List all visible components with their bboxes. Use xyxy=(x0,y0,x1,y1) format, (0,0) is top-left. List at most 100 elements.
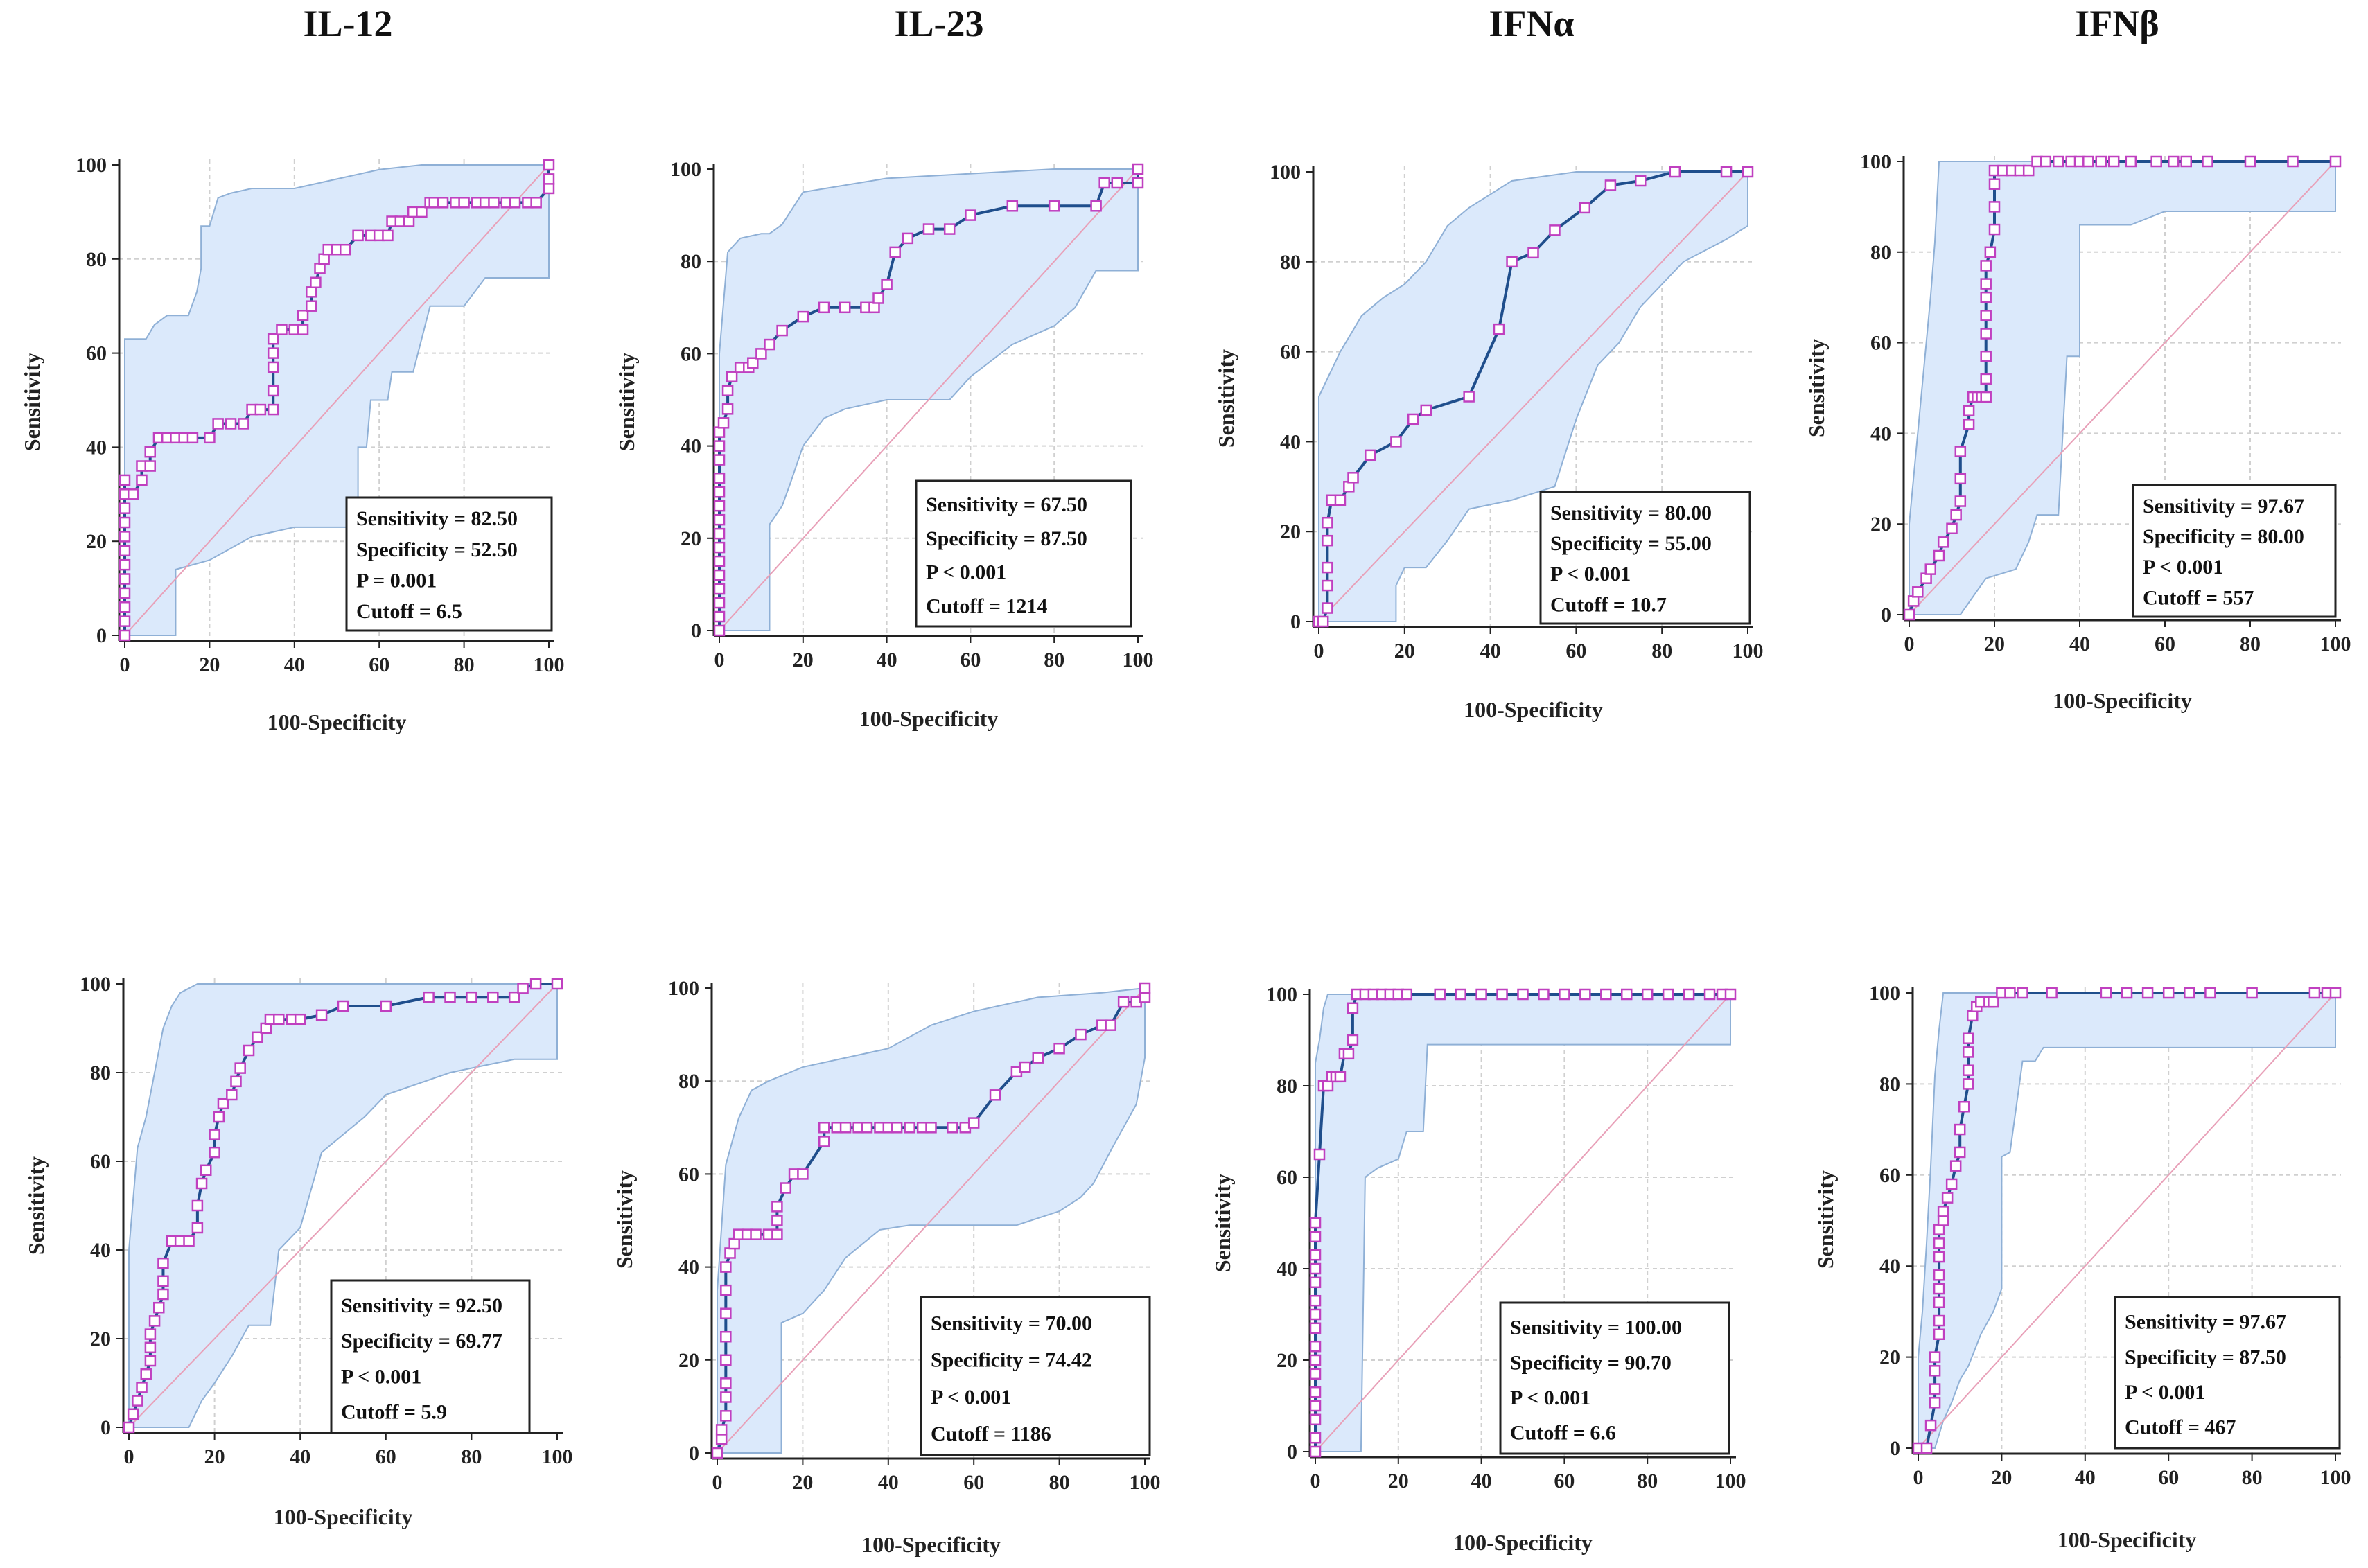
roc-point xyxy=(1309,1231,1322,1243)
roc-point xyxy=(1980,291,1992,303)
x-tick-label: 60 xyxy=(1554,1470,1575,1492)
roc-point xyxy=(1496,988,1508,1001)
reference-diagonal xyxy=(1909,161,2336,615)
stats-line: P < 0.001 xyxy=(1550,563,1631,585)
x-tick-label: 80 xyxy=(2240,633,2261,655)
roc-point xyxy=(1309,1340,1322,1353)
roc-point xyxy=(1132,163,1144,175)
roc-point xyxy=(2046,987,2058,999)
roc-point xyxy=(1019,1061,1031,1073)
roc-point xyxy=(508,991,520,1003)
roc-point xyxy=(889,246,901,258)
x-tick-label: 40 xyxy=(290,1445,310,1468)
x-axis-label: 100-Specificity xyxy=(861,1532,1001,1557)
roc-point xyxy=(1929,1397,1941,1409)
roc-curve xyxy=(1918,992,2335,1450)
y-axis-label: Sensitivity xyxy=(19,353,44,451)
stats-line: Specificity = 55.00 xyxy=(1550,532,1712,555)
reference-diagonal xyxy=(1318,171,1748,622)
roc-point xyxy=(517,983,529,994)
roc-point xyxy=(466,991,477,1003)
stats-line: Specificity = 74.42 xyxy=(931,1349,1092,1372)
roc-point xyxy=(1390,436,1402,448)
x-axis-label: 100-Specificity xyxy=(1464,697,1603,722)
roc-point xyxy=(715,1424,728,1436)
roc-point xyxy=(1662,988,1674,1001)
y-tick-label: 0 xyxy=(1890,1437,1900,1460)
roc-point xyxy=(1949,1160,1962,1172)
roc-point xyxy=(2162,987,2175,999)
roc-point xyxy=(1032,1052,1044,1064)
roc-point xyxy=(306,300,317,312)
roc-point xyxy=(713,486,726,498)
roc-point xyxy=(119,474,131,486)
roc-point xyxy=(127,1408,139,1420)
x-tick-label: 40 xyxy=(2069,633,2090,655)
roc-point xyxy=(1527,247,1539,259)
roc-point xyxy=(922,223,935,235)
roc-point xyxy=(2184,987,2195,999)
y-axis-label: Sensitivity xyxy=(24,1156,49,1255)
roc-point xyxy=(1334,494,1347,506)
roc-point xyxy=(191,1199,204,1212)
y-tick-label: 20 xyxy=(681,527,701,550)
roc-point xyxy=(818,1122,830,1134)
roc-point xyxy=(2150,155,2162,168)
roc-point xyxy=(713,555,726,567)
column-title-ifna: IFNα xyxy=(1489,3,1574,44)
column-title-ifnb: IFNβ xyxy=(2075,3,2159,44)
roc-point xyxy=(2017,987,2028,999)
y-axis-label: Sensitivity xyxy=(1804,339,1829,437)
roc-point xyxy=(728,1237,740,1250)
roc-point xyxy=(213,1111,225,1123)
roc-point xyxy=(1090,200,1102,212)
roc-point xyxy=(1954,495,1967,507)
roc-point xyxy=(416,206,428,218)
roc-point xyxy=(1988,201,2001,213)
y-tick-label: 20 xyxy=(90,1328,111,1350)
roc-point xyxy=(1962,1046,1974,1058)
roc-point xyxy=(1954,446,1967,457)
roc-point xyxy=(273,1013,285,1025)
roc-point xyxy=(551,978,563,990)
roc-point xyxy=(1962,1032,1974,1044)
stats-line: P < 0.001 xyxy=(931,1386,1011,1409)
x-tick-label: 80 xyxy=(461,1445,482,1468)
roc-point xyxy=(891,1122,903,1134)
x-tick-label: 100 xyxy=(534,653,565,676)
roc-point xyxy=(144,446,156,458)
x-tick-label: 20 xyxy=(1394,640,1415,662)
roc-point xyxy=(717,417,730,429)
roc-point xyxy=(294,1013,306,1025)
stats-box xyxy=(2132,484,2337,618)
roc-point xyxy=(1962,1078,1974,1090)
x-tick-label: 0 xyxy=(1314,640,1324,662)
roc-point xyxy=(1669,166,1681,178)
roc-point xyxy=(1401,988,1413,1001)
roc-point xyxy=(509,197,521,209)
roc-point xyxy=(267,361,279,373)
roc-point xyxy=(339,243,351,256)
roc-point xyxy=(1322,516,1333,529)
roc-point xyxy=(1980,328,1992,340)
roc-point xyxy=(713,440,726,452)
roc-point xyxy=(1929,1351,1941,1363)
roc-point xyxy=(144,1355,157,1367)
roc-point xyxy=(529,978,542,990)
roc-point xyxy=(487,991,499,1003)
roc-point xyxy=(720,1354,732,1366)
y-tick-label: 100 xyxy=(1869,982,1900,1005)
roc-point xyxy=(1309,1249,1322,1261)
roc-point xyxy=(839,1122,852,1134)
x-tick-label: 40 xyxy=(284,653,305,676)
reference-diagonal xyxy=(717,987,1146,1454)
roc-point xyxy=(238,418,249,430)
y-tick-label: 100 xyxy=(670,158,701,181)
roc-point xyxy=(252,1031,263,1043)
x-tick-label: 0 xyxy=(120,653,130,676)
stats-line: P < 0.001 xyxy=(926,561,1006,584)
x-tick-label: 100 xyxy=(542,1445,573,1468)
y-tick-label: 20 xyxy=(1277,1349,1297,1372)
stats-line: Sensitivity = 82.50 xyxy=(356,507,518,530)
